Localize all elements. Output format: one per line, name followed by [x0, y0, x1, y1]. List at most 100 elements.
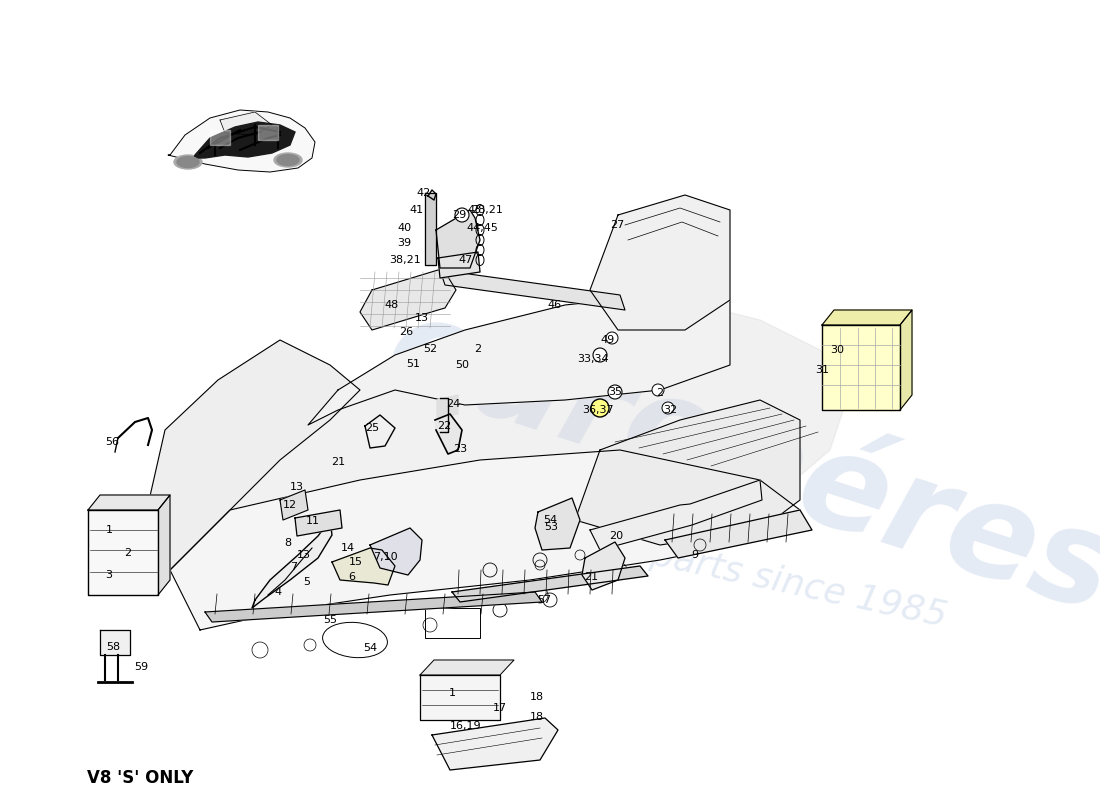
Polygon shape: [194, 122, 295, 158]
Text: 13: 13: [297, 550, 311, 560]
Circle shape: [591, 399, 609, 417]
Text: 59: 59: [134, 662, 148, 672]
Polygon shape: [666, 510, 812, 558]
Polygon shape: [575, 400, 800, 545]
Ellipse shape: [174, 155, 202, 169]
Ellipse shape: [277, 154, 299, 166]
Polygon shape: [452, 566, 648, 602]
Text: 3: 3: [106, 570, 112, 580]
Text: 25: 25: [365, 423, 380, 433]
Text: 49: 49: [601, 335, 615, 345]
Polygon shape: [100, 630, 130, 655]
Polygon shape: [440, 270, 625, 310]
Text: 38,21: 38,21: [389, 255, 421, 265]
Polygon shape: [168, 110, 315, 172]
Ellipse shape: [177, 157, 199, 167]
Polygon shape: [360, 270, 456, 330]
Text: 47: 47: [459, 255, 473, 265]
Text: 31: 31: [815, 365, 829, 375]
Text: 53: 53: [544, 522, 558, 532]
Polygon shape: [308, 295, 730, 425]
Polygon shape: [590, 195, 730, 330]
Text: 7: 7: [290, 562, 298, 572]
Polygon shape: [432, 718, 558, 770]
Text: 52: 52: [422, 344, 437, 354]
Bar: [425, 608, 480, 638]
Text: 14: 14: [341, 543, 355, 553]
Text: 27: 27: [609, 220, 624, 230]
Polygon shape: [280, 490, 308, 520]
Circle shape: [662, 402, 674, 414]
Text: 9: 9: [692, 550, 698, 560]
Text: V8 'S' ONLY: V8 'S' ONLY: [87, 769, 194, 787]
Text: 26: 26: [399, 327, 414, 337]
Polygon shape: [258, 125, 278, 140]
Polygon shape: [822, 325, 900, 410]
Text: 21: 21: [331, 457, 345, 467]
Text: 23: 23: [453, 444, 468, 454]
Text: 2: 2: [474, 344, 482, 354]
Text: 46: 46: [548, 300, 562, 310]
Text: européres: européres: [370, 280, 1100, 640]
Polygon shape: [535, 498, 580, 550]
Circle shape: [606, 332, 618, 344]
Polygon shape: [437, 395, 458, 418]
Text: 48: 48: [385, 300, 399, 310]
Text: 42: 42: [417, 188, 431, 198]
Text: 17: 17: [493, 703, 507, 713]
Text: 41: 41: [409, 205, 424, 215]
Polygon shape: [205, 592, 542, 622]
Text: 6: 6: [349, 572, 355, 582]
Polygon shape: [438, 252, 480, 278]
Polygon shape: [130, 310, 850, 580]
Text: 12: 12: [283, 500, 297, 510]
Text: 43: 43: [466, 205, 481, 215]
Text: 20: 20: [609, 531, 623, 541]
Text: 18: 18: [530, 692, 544, 702]
Polygon shape: [148, 340, 360, 575]
Text: 57: 57: [537, 595, 551, 605]
Text: 13: 13: [290, 482, 304, 492]
Text: 15: 15: [349, 557, 363, 567]
Circle shape: [455, 208, 469, 222]
Polygon shape: [210, 130, 230, 145]
Polygon shape: [88, 495, 170, 510]
Text: 5: 5: [304, 577, 310, 587]
Text: 39: 39: [397, 238, 411, 248]
Polygon shape: [332, 548, 395, 585]
Polygon shape: [220, 112, 272, 135]
Text: 51: 51: [406, 359, 420, 369]
Text: 1: 1: [106, 525, 112, 535]
Text: 18: 18: [530, 712, 544, 722]
Circle shape: [608, 385, 622, 399]
Text: 36,37: 36,37: [582, 405, 614, 415]
Text: 22: 22: [437, 421, 451, 431]
Text: 29: 29: [452, 210, 466, 220]
Text: 8: 8: [285, 538, 292, 548]
Polygon shape: [420, 675, 500, 720]
Text: 24: 24: [446, 399, 460, 409]
Circle shape: [652, 384, 664, 396]
Polygon shape: [370, 528, 422, 575]
Text: 1: 1: [449, 688, 455, 698]
Polygon shape: [425, 193, 436, 265]
Text: 21: 21: [584, 572, 598, 582]
Polygon shape: [590, 480, 762, 550]
Polygon shape: [295, 510, 342, 536]
Polygon shape: [900, 310, 912, 410]
Polygon shape: [822, 310, 912, 325]
Text: 54: 54: [363, 643, 377, 653]
Text: 50: 50: [455, 360, 469, 370]
Text: 55: 55: [323, 615, 337, 625]
Text: 2: 2: [124, 548, 132, 558]
Circle shape: [593, 348, 607, 362]
Text: 32: 32: [663, 405, 678, 415]
Polygon shape: [434, 414, 462, 454]
Text: 11: 11: [306, 516, 320, 526]
Text: 30: 30: [830, 345, 844, 355]
Polygon shape: [582, 542, 625, 590]
Text: 33,34: 33,34: [578, 354, 608, 364]
Text: 7,10: 7,10: [373, 552, 397, 562]
Text: 2: 2: [657, 388, 663, 398]
Polygon shape: [88, 510, 158, 595]
